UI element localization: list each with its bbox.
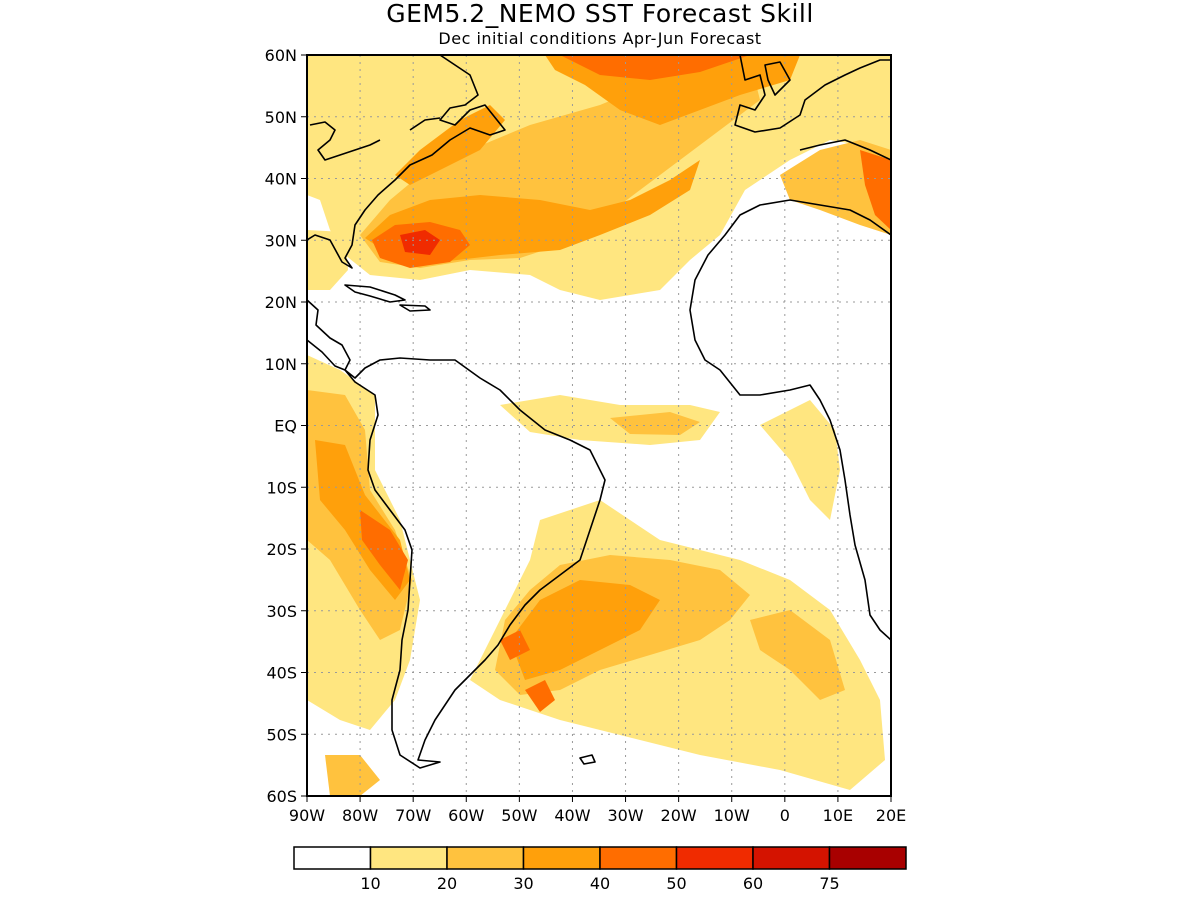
lat-tick-label: 60N bbox=[265, 46, 297, 65]
skill-shading bbox=[307, 55, 891, 796]
colorbar-swatch bbox=[446, 846, 525, 870]
coastline-great-lakes bbox=[309, 117, 441, 161]
coastline-south-america bbox=[344, 357, 606, 769]
map-title: GEM5.2_NEMO SST Forecast Skill bbox=[386, 0, 814, 28]
lat-tick-label: 40N bbox=[265, 170, 297, 189]
colorbar-label: 30 bbox=[513, 874, 533, 893]
skill-area-labrador-40 bbox=[395, 105, 505, 185]
lon-tick-label: 20E bbox=[876, 806, 906, 825]
skill-area-south-atlantic-50 bbox=[525, 680, 555, 712]
colorbar: 10 20 30 40 50 60 75 bbox=[293, 846, 907, 893]
colorbar-label: 10 bbox=[360, 874, 380, 893]
colorbar-label: 60 bbox=[743, 874, 763, 893]
lat-tick-label: 20S bbox=[266, 540, 297, 559]
skill-area-gulf-stream-60 bbox=[400, 230, 440, 255]
coastline-falklands bbox=[579, 754, 596, 765]
lat-tick-label: 30N bbox=[265, 231, 297, 250]
coastlines bbox=[307, 55, 891, 769]
skill-area-gulf-of-mexico-20 bbox=[307, 230, 348, 290]
latitude-tick-labels: 60N 50N 40N 30N 20N 10N EQ 10S 20S 30S 40S 50S 60S bbox=[265, 46, 307, 806]
colorbar-swatch bbox=[369, 846, 448, 870]
map-area bbox=[307, 55, 891, 796]
skill-area-gulf-of-guinea-10 bbox=[760, 400, 840, 520]
lon-tick-label: 40W bbox=[554, 806, 590, 825]
skill-area-subpolar-50 bbox=[560, 55, 750, 80]
coastline-north-america bbox=[307, 55, 506, 269]
lat-tick-label: 20N bbox=[265, 293, 297, 312]
colorbar-swatch bbox=[752, 846, 831, 870]
colorbar-swatch bbox=[599, 846, 678, 870]
colorbar-swatch bbox=[675, 846, 754, 870]
lat-tick-label: 60S bbox=[266, 787, 297, 806]
colorbar-swatch bbox=[522, 846, 601, 870]
lat-tick-label: 50S bbox=[266, 725, 297, 744]
lon-tick-label: 60W bbox=[448, 806, 484, 825]
lon-tick-label: 30W bbox=[607, 806, 643, 825]
lat-tick-label: 40S bbox=[266, 664, 297, 683]
lat-tick-label: EQ bbox=[274, 417, 297, 436]
lon-tick-label: 20W bbox=[661, 806, 697, 825]
lon-tick-label: 80W bbox=[342, 806, 378, 825]
skill-area-southeast-atlantic-30 bbox=[750, 610, 845, 700]
map-subtitle: Dec initial conditions Apr-Jun Forecast bbox=[438, 29, 761, 48]
skill-area-equatorial-20 bbox=[610, 412, 700, 435]
colorbar-label: 75 bbox=[819, 874, 839, 893]
coastline-caribbean-islands bbox=[344, 284, 431, 312]
lon-tick-label: 10E bbox=[823, 806, 853, 825]
coastline-central-america bbox=[307, 299, 351, 371]
lon-tick-label: 0 bbox=[780, 806, 790, 825]
colorbar-swatch bbox=[293, 846, 372, 870]
longitude-tick-labels: 90W 80W 70W 60W 50W 40W 30W 20W 10W 0 10E 20E bbox=[289, 796, 906, 825]
colorbar-swatch bbox=[828, 846, 907, 870]
lon-tick-label: 70W bbox=[395, 806, 431, 825]
coastline-europe bbox=[734, 55, 891, 161]
lat-tick-label: 30S bbox=[266, 602, 297, 621]
lon-tick-label: 10W bbox=[714, 806, 750, 825]
map-graticule bbox=[307, 55, 891, 796]
skill-area-southwest-30 bbox=[325, 755, 380, 796]
skill-area-mediterranean-50 bbox=[860, 150, 891, 230]
coastline-africa bbox=[689, 199, 891, 641]
lat-tick-label: 10N bbox=[265, 355, 297, 374]
skill-area-peru-chile-50 bbox=[360, 510, 408, 590]
skill-area-southwest-20 bbox=[307, 650, 350, 700]
colorbar-label: 40 bbox=[590, 874, 610, 893]
skill-area-south-atlantic-50b bbox=[500, 630, 530, 660]
lat-tick-label: 50N bbox=[265, 108, 297, 127]
lat-tick-label: 10S bbox=[266, 478, 297, 497]
colorbar-label: 20 bbox=[437, 874, 457, 893]
colorbar-label: 50 bbox=[666, 874, 686, 893]
lon-tick-label: 50W bbox=[501, 806, 537, 825]
skill-area-south-atlantic-40 bbox=[510, 580, 660, 680]
lon-tick-label: 90W bbox=[289, 806, 325, 825]
